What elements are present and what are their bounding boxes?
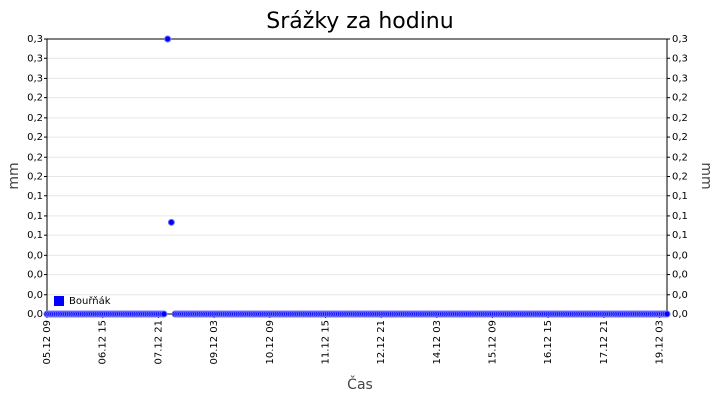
legend-swatch: [54, 296, 64, 306]
y-tick-label: 0,2: [27, 132, 43, 143]
chart-title: Srážky za hodinu: [266, 9, 453, 34]
x-tick-label: 14.12 03: [432, 320, 443, 365]
y-tick-label: 0,1: [27, 230, 43, 241]
x-tick-label: 10.12 09: [265, 320, 276, 365]
y2-tick-label: 0,1: [672, 230, 688, 241]
x-tick-label: 11.12 15: [320, 320, 331, 365]
y-tick-label: 0,0: [27, 250, 43, 261]
y2-tick-label: 0,0: [672, 290, 688, 301]
y2-tick-label: 0,2: [672, 93, 688, 104]
y2-tick-label: 0,1: [672, 211, 688, 222]
y-tick-label: 0,3: [27, 73, 43, 84]
legend-label: Bouřňák: [69, 295, 111, 307]
y2-tick-label: 0,0: [672, 270, 688, 281]
y-tick-label: 0,2: [27, 113, 43, 124]
x-tick-label: 19.12 03: [655, 320, 666, 365]
y2-axis-label: mm: [698, 162, 714, 189]
y-tick-label: 0,1: [27, 211, 43, 222]
y-tick-label: 0,2: [27, 93, 43, 104]
x-tick-label: 06.12 15: [98, 320, 109, 365]
x-tick-label: 15.12 09: [488, 320, 499, 365]
y-tick-label: 0,2: [27, 152, 43, 163]
y2-tick-label: 0,2: [672, 172, 688, 183]
x-tick-label: 09.12 03: [209, 320, 220, 365]
y2-tick-label: 0,2: [672, 113, 688, 124]
y2-tick-label: 0,2: [672, 152, 688, 163]
y-tick-label: 0,2: [27, 172, 43, 183]
y2-tick-label: 0,3: [672, 73, 688, 84]
y2-tick-label: 0,3: [672, 53, 688, 64]
x-tick-label: 05.12 09: [42, 320, 53, 365]
x-tick-label: 16.12 15: [543, 320, 554, 365]
data-point: [160, 310, 168, 318]
x-tick-label: 07.12 21: [153, 320, 164, 365]
y-tick-label: 0,3: [27, 53, 43, 64]
x-axis-label: Čas: [347, 375, 373, 393]
y-tick-label: 0,0: [27, 290, 43, 301]
y-tick-label: 0,0: [27, 270, 43, 281]
data-point: [663, 310, 671, 318]
y2-tick-label: 0,3: [672, 34, 688, 45]
y2-tick-label: 0,2: [672, 132, 688, 143]
x-tick-label: 17.12 21: [599, 320, 610, 365]
y-axis-label: mm: [6, 162, 22, 189]
y2-tick-label: 0,1: [672, 191, 688, 202]
y2-tick-label: 0,0: [672, 250, 688, 261]
y2-tick-label: 0,0: [672, 309, 688, 320]
x-tick-label: 12.12 21: [376, 320, 387, 365]
y-tick-label: 0,0: [27, 309, 43, 320]
y-tick-label: 0,1: [27, 191, 43, 202]
data-point: [164, 35, 172, 43]
y-tick-label: 0,3: [27, 34, 43, 45]
data-point: [167, 218, 175, 226]
